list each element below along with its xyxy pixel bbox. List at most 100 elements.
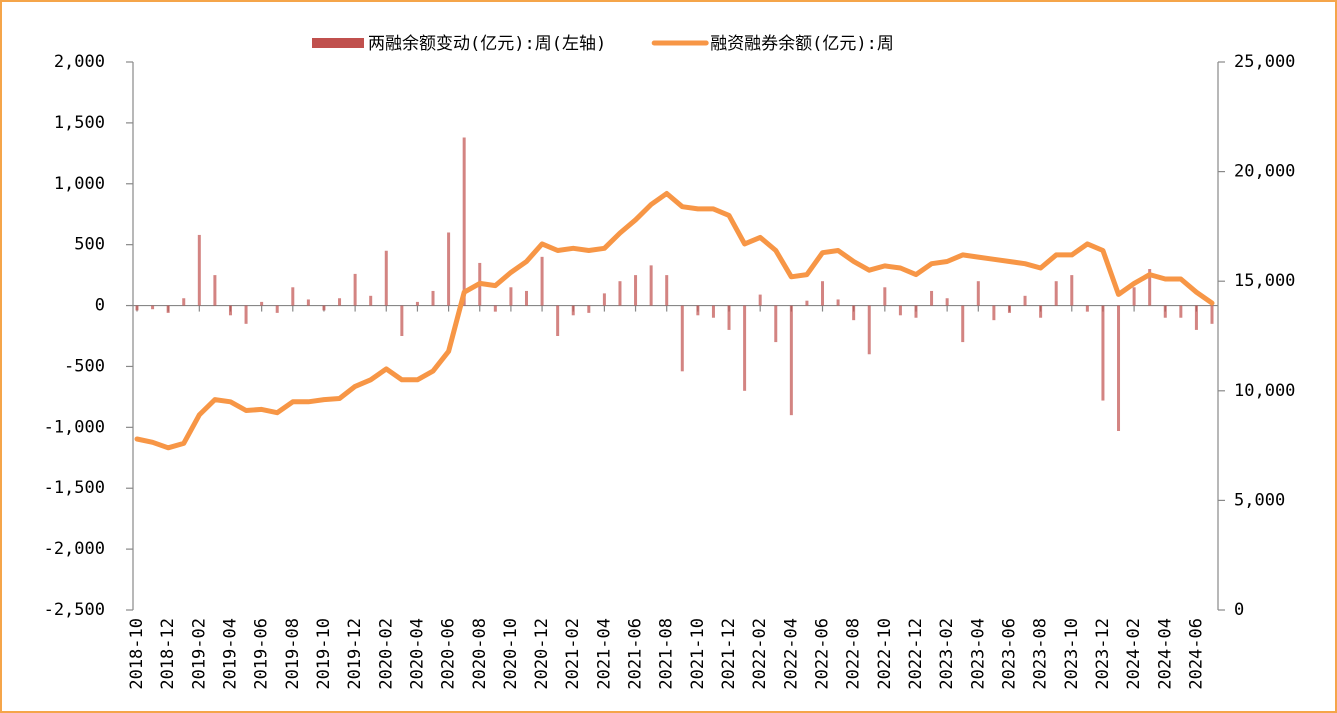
- bar: [1194, 305, 1198, 330]
- bar: [602, 293, 606, 306]
- bar: [774, 305, 778, 343]
- bar: [1007, 305, 1011, 313]
- bar: [291, 287, 295, 306]
- bar: [1070, 275, 1074, 306]
- x-tick-label: 2020-02: [376, 618, 396, 690]
- x-tick-label: 2020-12: [532, 618, 552, 690]
- bar: [353, 273, 357, 306]
- bar: [1085, 305, 1089, 312]
- x-tick-label: 2023-04: [968, 618, 988, 690]
- bar: [197, 234, 201, 306]
- bar: [805, 300, 809, 306]
- bar: [852, 305, 856, 321]
- bar: [493, 305, 497, 312]
- y2-tick-label: 10,000: [1234, 381, 1295, 401]
- bar: [447, 232, 451, 306]
- x-tick-label: 2023-12: [1093, 618, 1113, 690]
- bar: [244, 305, 248, 324]
- bar: [743, 305, 747, 391]
- bar: [306, 299, 310, 306]
- x-tick-label: 2019-02: [189, 618, 209, 690]
- bar: [1023, 295, 1027, 306]
- bar: [275, 305, 279, 313]
- x-tick-label: 2020-10: [501, 618, 521, 690]
- bar: [976, 281, 980, 306]
- legend-swatch: [312, 38, 364, 48]
- y-tick-label: 1,500: [54, 113, 105, 133]
- bar: [1132, 287, 1136, 306]
- bar: [1039, 305, 1043, 318]
- x-tick-label: 2023-06: [999, 618, 1019, 690]
- y-tick-label: 0: [95, 296, 105, 316]
- bar: [696, 305, 700, 316]
- bar: [898, 305, 902, 316]
- bar: [182, 298, 186, 306]
- bar: [680, 305, 684, 372]
- bar: [462, 137, 466, 306]
- y2-tick-label: 5,000: [1234, 490, 1285, 510]
- bar: [415, 301, 419, 306]
- bar: [524, 290, 528, 306]
- x-tick-label: 2019-04: [220, 618, 240, 690]
- bar: [1054, 281, 1058, 306]
- bar: [400, 305, 404, 336]
- x-tick-label: 2024-02: [1124, 618, 1144, 690]
- x-tick-label: 2022-08: [844, 618, 864, 690]
- y-tick-label: 2,000: [54, 52, 105, 72]
- bar: [867, 305, 871, 355]
- x-tick-label: 2023-10: [1062, 618, 1082, 690]
- x-tick-label: 2023-08: [1031, 618, 1051, 690]
- bar: [1101, 305, 1105, 401]
- x-tick-label: 2024-04: [1155, 618, 1175, 690]
- bar: [836, 299, 840, 306]
- bar: [1148, 269, 1152, 306]
- bar: [649, 265, 653, 306]
- bar: [930, 290, 934, 306]
- x-tick-label: 2020-06: [439, 618, 459, 690]
- x-tick-label: 2024-06: [1186, 618, 1206, 690]
- bar: [945, 298, 949, 306]
- bar: [961, 305, 965, 343]
- bar: [338, 298, 342, 306]
- bar: [758, 294, 762, 306]
- bar: [914, 305, 918, 318]
- x-tick-label: 2018-12: [158, 618, 178, 690]
- legend-label: 融资融券余额(亿元):周: [710, 34, 894, 54]
- bar: [992, 305, 996, 321]
- y-tick-label: -1,000: [44, 417, 105, 437]
- x-tick-label: 2022-04: [781, 618, 801, 690]
- bar: [883, 287, 887, 306]
- x-tick-label: 2019-08: [283, 618, 303, 690]
- x-tick-label: 2019-10: [314, 618, 334, 690]
- x-tick-label: 2022-12: [906, 618, 926, 690]
- x-tick-label: 2021-06: [626, 618, 646, 690]
- bar: [509, 287, 513, 306]
- y-tick-label: -500: [64, 356, 105, 376]
- bar: [556, 305, 560, 336]
- bar: [369, 295, 373, 306]
- bar: [213, 275, 217, 306]
- bar: [587, 305, 591, 313]
- bar: [228, 305, 232, 316]
- y-tick-label: -2,500: [44, 600, 105, 620]
- bar: [821, 281, 825, 306]
- y2-tick-label: 25,000: [1234, 52, 1295, 72]
- x-tick-label: 2021-02: [563, 618, 583, 690]
- x-tick-label: 2019-12: [345, 618, 365, 690]
- line: [134, 191, 1215, 451]
- y-tick-label: -1,500: [44, 478, 105, 498]
- bar: [727, 305, 731, 330]
- x-tick-label: 2022-10: [875, 618, 895, 690]
- y2-tick-label: 15,000: [1234, 271, 1295, 291]
- bar: [665, 275, 669, 306]
- x-tick-label: 2021-08: [657, 618, 677, 690]
- y-tick-label: 1,000: [54, 174, 105, 194]
- x-tick-label: 2018-10: [127, 618, 147, 690]
- x-tick-label: 2022-02: [750, 618, 770, 690]
- y2-tick-label: 20,000: [1234, 162, 1295, 182]
- legend-label: 两融余额变动(亿元):周(左轴): [368, 34, 606, 54]
- bar: [634, 275, 638, 306]
- x-tick-label: 2022-06: [813, 618, 833, 690]
- x-tick-label: 2021-04: [594, 618, 614, 690]
